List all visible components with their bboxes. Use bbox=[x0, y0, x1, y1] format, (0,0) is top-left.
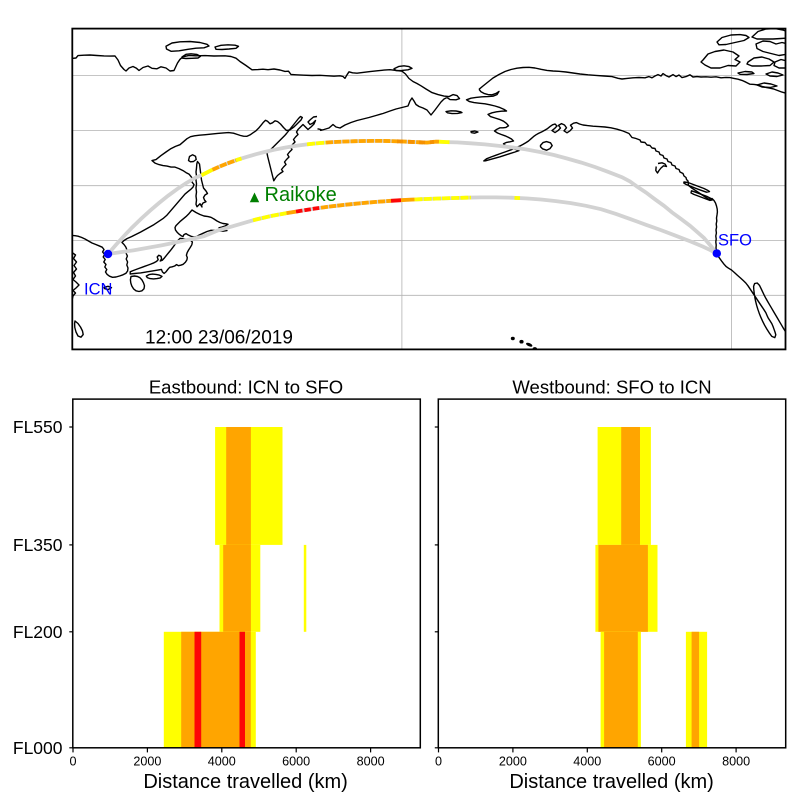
svg-text:ICN: ICN bbox=[84, 281, 112, 299]
svg-text:SFO: SFO bbox=[718, 232, 752, 250]
svg-text:Distance travelled (km): Distance travelled (km) bbox=[143, 771, 348, 793]
svg-text:Westbound: SFO to ICN: Westbound: SFO to ICN bbox=[512, 377, 711, 398]
svg-text:2000: 2000 bbox=[133, 755, 161, 769]
svg-text:6000: 6000 bbox=[648, 755, 676, 769]
svg-text:Distance travelled (km): Distance travelled (km) bbox=[509, 771, 714, 793]
svg-text:FL550: FL550 bbox=[13, 417, 63, 437]
svg-text:0: 0 bbox=[69, 755, 76, 769]
svg-text:Raikoke: Raikoke bbox=[265, 184, 337, 206]
svg-text:8000: 8000 bbox=[357, 755, 385, 769]
svg-text:FL000: FL000 bbox=[13, 738, 63, 758]
svg-text:FL350: FL350 bbox=[13, 535, 63, 555]
svg-text:Eastbound: ICN to SFO: Eastbound: ICN to SFO bbox=[149, 377, 343, 398]
svg-text:2000: 2000 bbox=[499, 755, 527, 769]
svg-text:4000: 4000 bbox=[208, 755, 236, 769]
svg-text:4000: 4000 bbox=[573, 755, 601, 769]
svg-text:FL200: FL200 bbox=[13, 622, 63, 642]
svg-text:0: 0 bbox=[435, 755, 442, 769]
svg-text:12:00 23/06/2019: 12:00 23/06/2019 bbox=[145, 328, 293, 349]
svg-text:6000: 6000 bbox=[282, 755, 310, 769]
svg-text:8000: 8000 bbox=[722, 755, 750, 769]
